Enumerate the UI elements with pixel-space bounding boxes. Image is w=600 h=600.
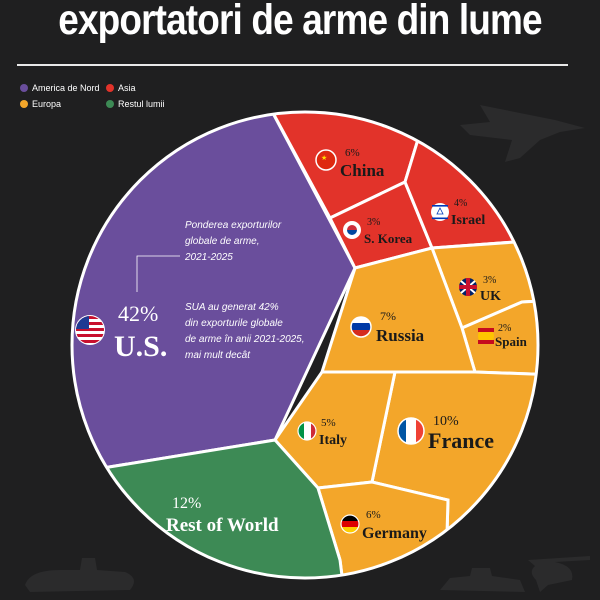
slice-value: 42% — [118, 301, 158, 326]
legend-item-north-america: America de Nord — [20, 83, 100, 93]
slice-name: Germany — [362, 525, 427, 542]
france-flag-icon — [397, 417, 425, 445]
tank-icon — [440, 568, 525, 592]
slice-name: France — [428, 428, 494, 453]
slice-label-spain: 2% Spain — [478, 323, 528, 349]
annotation-line: de arme în anii 2021-2025, — [185, 334, 305, 345]
slice-value: 7% — [380, 309, 396, 323]
annotation-line: SUA au generat 42% — [185, 302, 279, 313]
svg-text:★: ★ — [321, 154, 327, 162]
slice-name: China — [340, 161, 385, 180]
annotation-line: Ponderea exporturilor — [185, 220, 282, 231]
us-flag-icon — [75, 315, 105, 345]
slice-label-israel: 4% Israel — [431, 198, 485, 228]
uk-flag-icon — [459, 278, 477, 296]
title-divider — [17, 64, 568, 66]
legend-label: Restul lumii — [118, 99, 165, 109]
annotation-line: mai mult decât — [185, 350, 251, 361]
fighter-jet-icon — [460, 105, 585, 162]
slice-name: Israel — [451, 213, 485, 228]
annotation-line: din exporturile globale — [185, 318, 283, 329]
slice-label-russia: 7% Russia — [350, 309, 425, 345]
slice-value: 12% — [172, 495, 201, 512]
slice-value: 4% — [454, 198, 467, 209]
annotation-line: 2021-2025 — [184, 252, 233, 263]
south-korea-flag-icon — [343, 221, 361, 239]
slice-name: Russia — [376, 326, 425, 345]
legend-item-europe: Europa — [20, 99, 61, 109]
slice-name: S. Korea — [364, 231, 413, 246]
legend-swatch — [20, 100, 28, 108]
slice-label-italy: 5% Italy — [297, 417, 347, 448]
germany-flag-icon — [340, 514, 360, 534]
slice-value: 6% — [366, 509, 381, 521]
page-title: exportatori de arme din lume — [58, 0, 542, 44]
chart-outline — [70, 110, 540, 580]
slice-name: Rest of World — [166, 515, 279, 536]
slice-us — [72, 112, 357, 477]
legend-item-rest-of-world: Restul lumii — [106, 99, 165, 109]
slice-value: 3% — [483, 275, 496, 286]
slice-name: Italy — [319, 433, 347, 448]
helicopter-icon — [528, 556, 590, 592]
slice-label-uk: 3% UK — [459, 275, 501, 304]
slice-value: 10% — [433, 414, 459, 429]
legend-label: America de Nord — [32, 83, 100, 93]
slice-name: Spain — [495, 334, 528, 349]
annotation-leader-line — [136, 255, 180, 292]
slice-value: 6% — [345, 147, 360, 159]
slice-france — [370, 370, 538, 578]
slice-label-france: 10% France — [397, 414, 494, 453]
israel-flag-icon — [431, 203, 449, 221]
legend-item-asia: Asia — [106, 83, 136, 93]
legend-label: Europa — [32, 99, 62, 109]
slice-name: U.S. — [114, 330, 167, 363]
share-annotation: Ponderea exporturilor globale de arme, 2… — [136, 220, 305, 361]
slice-value: 5% — [321, 417, 336, 429]
spain-flag-icon — [478, 328, 494, 344]
slice-label-china: ★ 6% China — [315, 147, 385, 180]
slice-value: 3% — [367, 217, 380, 228]
slice-label-us: 42% U.S. — [75, 301, 167, 363]
legend-swatch — [106, 84, 114, 92]
slice-label-south-korea: 3% S. Korea — [343, 217, 413, 246]
italy-flag-icon — [297, 421, 317, 441]
russia-flag-icon — [350, 316, 372, 338]
submarine-icon — [25, 558, 134, 592]
legend-swatch — [20, 84, 28, 92]
slice-label-germany: 6% Germany — [340, 509, 427, 542]
annotation-line: globale de arme, — [185, 236, 260, 247]
slice-label-rest-of-world: 12% Rest of World — [166, 495, 279, 536]
legend-label: Asia — [118, 83, 136, 93]
slice-name: UK — [480, 289, 501, 304]
slice-value: 2% — [498, 323, 511, 334]
china-flag-icon: ★ — [315, 149, 337, 171]
legend-swatch — [106, 100, 114, 108]
